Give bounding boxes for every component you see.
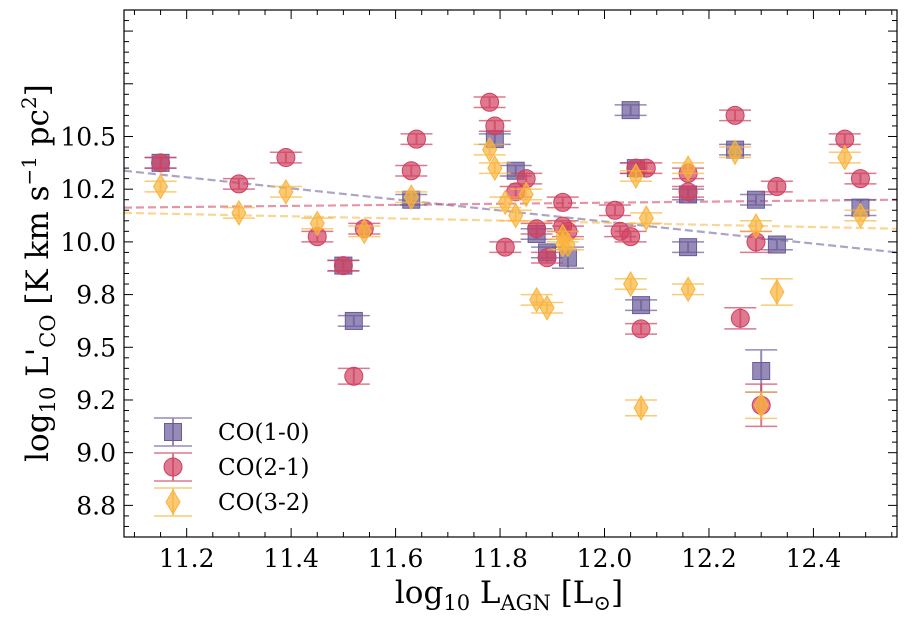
- legend-label: CO(1-0): [218, 420, 309, 446]
- y-tick-label: 8.8: [76, 491, 116, 520]
- series-co3-2: [144, 136, 877, 421]
- data-point-co2-1: [678, 182, 698, 202]
- data-point-co1-0: [679, 238, 698, 257]
- data-point-co2-1: [401, 161, 421, 181]
- x-axis-label: log10 LAGN [L⊙]: [395, 575, 623, 615]
- series-co2-1: [144, 92, 877, 428]
- data-point-co2-1: [537, 248, 557, 268]
- y-tick-label: 9.5: [76, 333, 116, 362]
- x-tick-label: 11.4: [263, 544, 319, 573]
- x-tick-label: 12.2: [681, 544, 737, 573]
- data-point-co3-2: [633, 394, 649, 421]
- y-tick-label: 10.5: [60, 122, 116, 151]
- legend-entry-co3-2: CO(3-2): [154, 487, 309, 517]
- data-point-co2-1: [725, 105, 745, 125]
- data-point-co3-2: [356, 218, 372, 245]
- y-tick-label: 9.0: [76, 439, 116, 468]
- data-point-co3-2: [680, 276, 696, 303]
- data-point-co2-1: [553, 192, 573, 212]
- data-point-co3-2: [539, 294, 555, 321]
- y-tick-label: 10.2: [60, 175, 116, 204]
- data-point-co3-2: [152, 173, 169, 200]
- legend-marker-co3-2: [165, 489, 181, 515]
- x-tick-label: 11.6: [368, 544, 424, 573]
- data-point-co3-2: [852, 202, 869, 229]
- data-point-co3-2: [680, 155, 696, 182]
- data-point-co3-2: [278, 178, 294, 205]
- plot-content: [124, 92, 897, 428]
- data-point-co3-2: [309, 210, 325, 237]
- data-point-co3-2: [497, 189, 513, 216]
- legend-marker-co1-0: [164, 423, 182, 441]
- data-point-co2-1: [527, 219, 547, 239]
- data-point-co2-1: [485, 116, 505, 136]
- data-point-co2-1: [850, 169, 870, 189]
- data-point-co2-1: [333, 256, 353, 276]
- data-point-co3-2: [769, 278, 785, 305]
- data-point-co1-0: [344, 311, 363, 330]
- legend-label: CO(3-2): [218, 490, 309, 516]
- data-point-co2-1: [480, 92, 500, 112]
- x-tick-label: 11.8: [472, 544, 528, 573]
- data-point-co2-1: [605, 200, 625, 220]
- data-point-co2-1: [767, 177, 787, 197]
- x-tick-label: 11.2: [159, 544, 215, 573]
- data-point-co1-0: [752, 361, 771, 380]
- legend-entry-co1-0: CO(1-0): [154, 417, 309, 447]
- data-point-co3-2: [748, 213, 764, 240]
- plot-area: [124, 92, 897, 428]
- data-point-co2-1: [276, 148, 296, 168]
- legend: CO(1-0) CO(2-1) CO(3-2): [154, 417, 309, 517]
- data-point-co3-2: [753, 392, 769, 419]
- y-tick-label: 10.0: [60, 228, 116, 257]
- data-point-co3-2: [560, 231, 576, 258]
- legend-marker-co2-1: [163, 457, 183, 477]
- axis-labels: log10 LAGN [L⊙] log10 L'CO [K km s−1 pc2…: [17, 84, 623, 615]
- data-point-co3-2: [482, 136, 498, 163]
- data-point-co1-0: [746, 190, 765, 209]
- data-point-co1-0: [632, 296, 651, 315]
- data-point-co2-1: [344, 366, 364, 386]
- data-point-co2-1: [151, 153, 171, 173]
- y-tick-label: 9.2: [76, 386, 116, 415]
- x-tick-label: 12.4: [786, 544, 842, 573]
- data-point-co3-2: [403, 184, 419, 211]
- data-point-co3-2: [638, 205, 654, 232]
- data-point-co3-2: [837, 144, 853, 171]
- y-axis-label: log10 L'CO [K km s−1 pc2]: [17, 84, 60, 462]
- data-point-co1-0: [621, 101, 640, 120]
- legend-entry-co2-1: CO(2-1): [154, 452, 309, 482]
- data-point-co2-1: [730, 308, 750, 328]
- data-point-co1-0: [767, 235, 786, 254]
- data-point-co3-2: [529, 286, 545, 313]
- data-point-co2-1: [406, 129, 426, 149]
- data-point-co2-1: [229, 174, 249, 194]
- data-point-co3-2: [518, 181, 534, 208]
- data-point-co2-1: [621, 227, 641, 247]
- y-tick-label: 9.8: [76, 281, 116, 310]
- data-point-co3-2: [623, 271, 639, 298]
- data-point-co2-1: [495, 237, 515, 257]
- data-point-co3-2: [508, 202, 524, 229]
- data-point-co3-2: [487, 155, 503, 182]
- data-point-co3-2: [727, 139, 743, 166]
- legend-label: CO(2-1): [218, 455, 309, 481]
- x-tick-label: 12.0: [577, 544, 633, 573]
- data-point-co2-1: [631, 319, 651, 339]
- data-point-co3-2: [231, 199, 247, 226]
- data-point-co3-2: [628, 163, 644, 189]
- axis-ticks: 11.2 11.4 11.6 11.8 12.0 12.2 12.4 8.8 9.0 9.2 9.5…: [60, 9, 897, 573]
